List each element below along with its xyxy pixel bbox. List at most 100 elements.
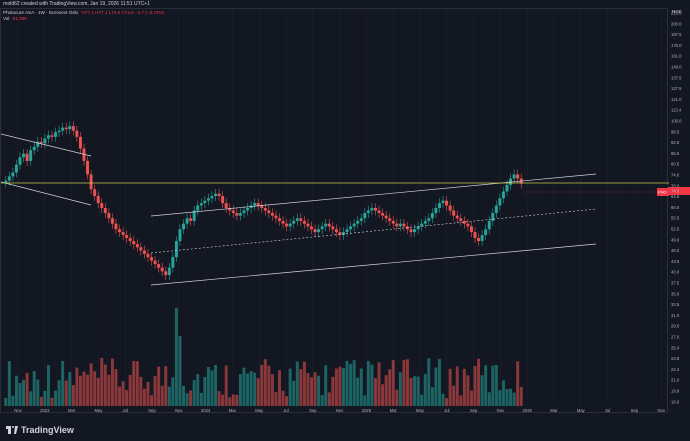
candle-body (114, 223, 118, 230)
candle-body (477, 238, 481, 242)
channel-upper-line (150, 173, 597, 217)
candle-body (388, 218, 392, 221)
chart-pane[interactable]: Nov 2023 Mar May Jul Sep Nov 2024 Mar May Jul Sep No… (0, 8, 669, 414)
candle-body (246, 207, 249, 211)
candle-body (498, 198, 502, 206)
volume-bar (132, 361, 136, 406)
volume-bar (306, 373, 310, 406)
volume-bar (455, 366, 459, 406)
price-axis-label: 80.5 (671, 162, 680, 167)
price-axis-label: 161.0 (671, 54, 682, 59)
price-axis-label: 25.4 (671, 345, 680, 350)
candle-body (270, 213, 274, 216)
candle-body (292, 220, 296, 224)
volume-bar (25, 372, 29, 406)
volume-bar (398, 372, 402, 406)
symbol-legend[interactable]: Photocure ASA · 1W · Euronext Oslo O77.1… (3, 10, 164, 15)
volume-bar (214, 364, 217, 406)
candle-body (469, 226, 473, 233)
candle-body (285, 223, 289, 227)
price-chart[interactable]: Nov 2023 Mar May Jul Sep Nov 2024 Mar May Jul Sep No… (1, 9, 669, 414)
volume-legend[interactable]: Vol 51.38K (3, 16, 27, 21)
candle-body (267, 210, 271, 214)
volume-bar (14, 375, 18, 406)
volume-bar (178, 336, 182, 406)
candle-body (217, 193, 221, 197)
candle-body (11, 172, 15, 177)
time-axis-label: Sep (309, 408, 317, 413)
candle-body (313, 229, 317, 233)
candle-body (78, 136, 82, 149)
volume-bar (114, 369, 118, 406)
volume-bar (142, 388, 146, 406)
candle-body (128, 238, 132, 242)
candle-body (274, 215, 278, 219)
candle-body (64, 127, 68, 130)
time-axis-label: May (416, 408, 425, 413)
candle-body (199, 203, 203, 206)
volume-bar (192, 380, 196, 406)
volume-bar (121, 381, 125, 406)
candle-body (320, 226, 324, 230)
candle-body (437, 203, 441, 208)
candle-body (434, 207, 438, 214)
volume-bar (150, 395, 154, 406)
trend-line-lower-left (1, 181, 92, 206)
volume-bar (402, 359, 406, 406)
tradingview-logo[interactable]: TradingView (6, 425, 74, 435)
volume-bar (86, 374, 90, 406)
volume-bar (29, 391, 33, 406)
time-axis-label: Sep (631, 408, 639, 413)
price-axis-label: 29.0 (671, 324, 680, 329)
candle-body (46, 135, 50, 139)
volume-bar (260, 364, 264, 406)
volume-bar (274, 391, 278, 406)
volume-bar (342, 367, 345, 406)
volume-bar (263, 359, 267, 406)
time-axis-label: Nov (14, 408, 22, 413)
candle-body (391, 220, 395, 224)
tradingview-icon (6, 426, 18, 434)
volume-bar (11, 395, 15, 406)
symbol-tag-label: PHO (658, 190, 667, 195)
volume-bar (498, 390, 502, 406)
candle-body (150, 257, 154, 261)
volume-bar (167, 386, 171, 406)
candle-body (310, 226, 313, 230)
candle-body (331, 226, 335, 230)
price-axis-label: 86.5 (671, 151, 680, 156)
candle-body (516, 174, 520, 179)
price-axis-label: 113.4 (671, 108, 682, 113)
time-axis-label: Jul (283, 408, 288, 413)
candle-body (302, 220, 306, 224)
candle-body (398, 223, 402, 227)
candle-body (288, 223, 292, 227)
candle-body (89, 174, 93, 190)
price-axis-label: 35.0 (671, 291, 680, 296)
volume-bar (338, 366, 342, 406)
price-axis-label: 43.5 (671, 259, 680, 264)
volume-bar (452, 385, 456, 406)
volume-bar (484, 365, 488, 406)
volume-bar (409, 377, 413, 406)
candle-body (132, 241, 136, 245)
volume-bar (356, 377, 360, 406)
price-axis-label: 18.9 (671, 399, 680, 404)
volume-bar (317, 375, 321, 406)
candle-body (50, 135, 54, 137)
volume-bar (441, 393, 445, 406)
volume-bar (18, 383, 22, 406)
price-axis-label: 64.5 (671, 194, 680, 199)
candle-body (501, 191, 505, 199)
candle-body (171, 257, 175, 268)
volume-bar (349, 363, 353, 406)
candle-body (334, 229, 338, 233)
candle-body (299, 218, 303, 221)
candle-body (231, 210, 235, 214)
price-axis-label: 92.5 (671, 140, 680, 145)
trend-line-upper-left (1, 133, 92, 157)
time-axis-label: 2025 (362, 408, 372, 413)
price-axis[interactable]: 215.0 200.0 187.5 175.0 161.0 149.0 137.5 127.5… (668, 8, 690, 413)
volume-bar (278, 370, 281, 406)
time-axis-label: Mar (68, 408, 76, 413)
